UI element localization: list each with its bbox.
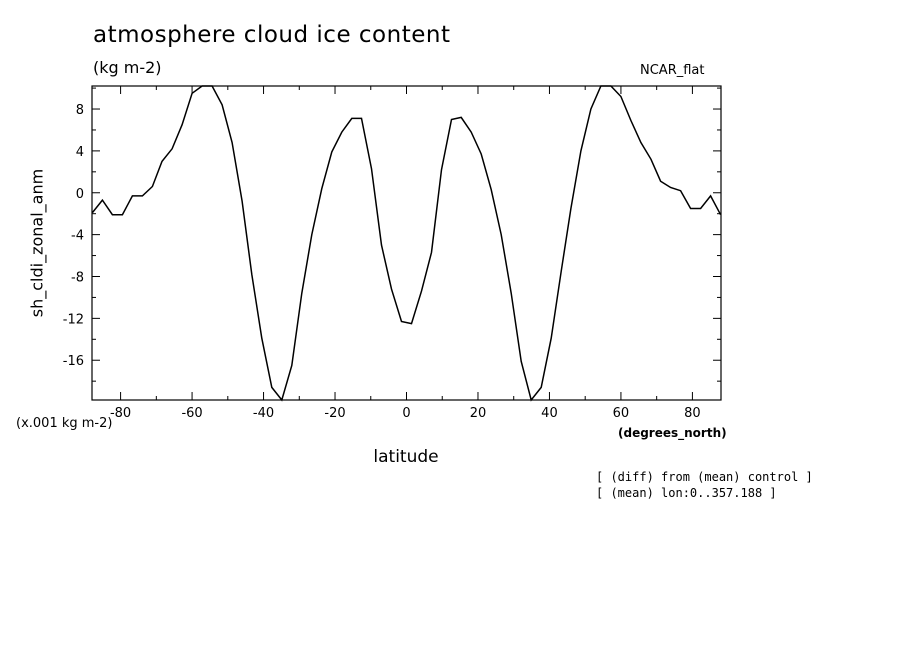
x-axis-units: (degrees_north): [618, 426, 727, 440]
chart-units: (kg m-2): [93, 58, 162, 77]
x-tick-label: 60: [613, 406, 630, 421]
x-tick-label: 0: [402, 406, 410, 421]
x-tick-label: -80: [110, 406, 131, 421]
plot-frame: [91, 85, 722, 401]
diff-note: [ (diff) from (mean) control ]: [596, 470, 813, 484]
x-tick-label: 40: [541, 406, 558, 421]
variant-label: NCAR_flat: [640, 63, 705, 78]
y-tick-label: -12: [63, 312, 84, 327]
mean-note: [ (mean) lon:0..357.188 ]: [596, 486, 777, 500]
x-tick-label: -60: [181, 406, 202, 421]
y-tick-label: -4: [71, 229, 84, 244]
x-tick-label: -40: [253, 406, 274, 421]
y-tick-label: 4: [76, 145, 84, 160]
y-tick-label: 8: [76, 103, 84, 118]
x-axis-label: latitude: [373, 447, 439, 467]
x-tick-label: 80: [684, 406, 701, 421]
axis-ticks: [92, 86, 721, 400]
x-tick-label: -20: [324, 406, 345, 421]
y-tick-label: 0: [76, 187, 84, 202]
y-tick-label: -8: [71, 270, 84, 285]
chart-title: atmosphere cloud ice content: [93, 22, 451, 48]
y-tick-label: -16: [63, 354, 84, 369]
y-scale-note: (x.001 kg m-2): [16, 416, 113, 431]
series-line: [91, 85, 722, 402]
x-tick-label: 20: [470, 406, 487, 421]
